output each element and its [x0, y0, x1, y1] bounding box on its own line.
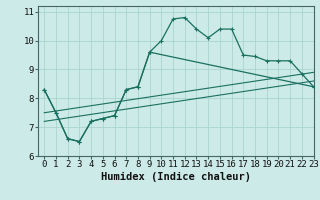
X-axis label: Humidex (Indice chaleur): Humidex (Indice chaleur)	[101, 172, 251, 182]
